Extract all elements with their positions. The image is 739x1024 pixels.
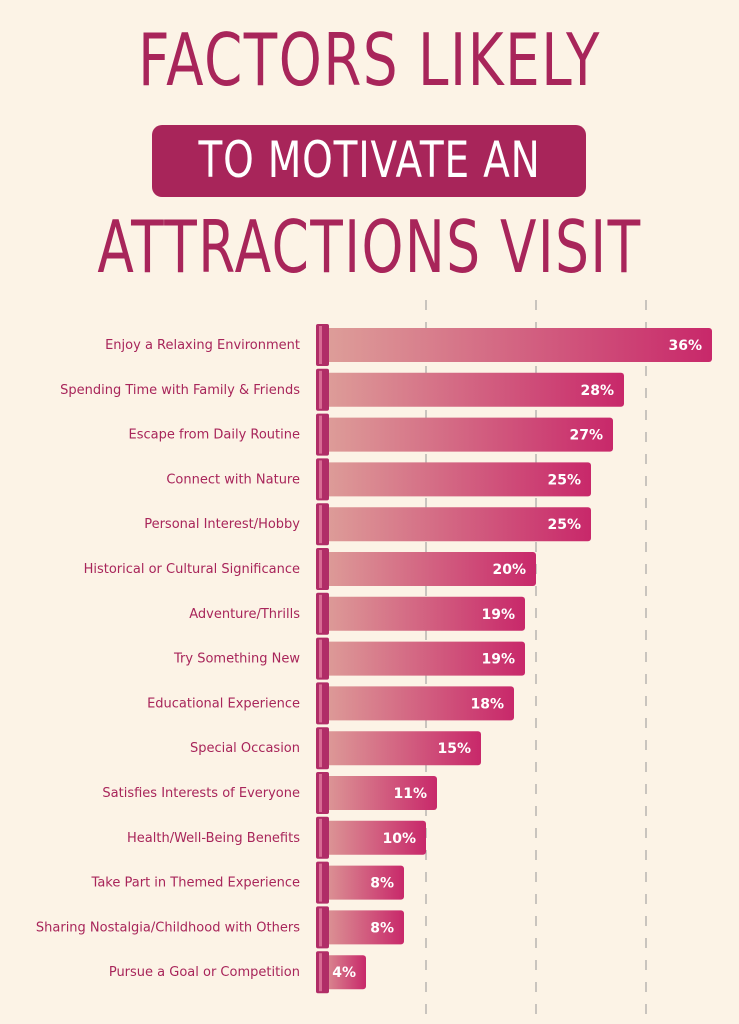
bar-cap (316, 861, 329, 904)
bar-cap (316, 816, 329, 859)
bar (316, 328, 712, 362)
bar-cap-highlight (319, 684, 322, 723)
bar-cap (316, 637, 329, 680)
bar (316, 776, 437, 810)
bar-cap-highlight (319, 326, 322, 364)
bar-cap-highlight (319, 370, 322, 409)
bar (316, 462, 591, 497)
data-label: 18% (470, 696, 504, 712)
category-label: Sharing Nostalgia/Childhood with Others (36, 920, 300, 935)
data-label: 25% (547, 472, 581, 488)
data-label: 8% (370, 876, 394, 892)
bar (316, 686, 514, 721)
bar-cap-highlight (319, 550, 322, 588)
category-label: Spending Time with Family & Friends (60, 383, 300, 398)
bar-cap (316, 592, 329, 635)
data-label: 28% (580, 383, 614, 399)
category-label: Escape from Daily Routine (129, 428, 300, 443)
bars: 36% 28% 27% 25% 25% 20% 19% 19% 18% 15% 11% 10% 8% 8%… (316, 324, 712, 994)
bar (316, 731, 481, 766)
data-label: 27% (569, 428, 603, 444)
category-label: Connect with Nature (166, 472, 300, 487)
bar (316, 596, 525, 631)
bar-cap (316, 503, 329, 546)
bar-cap-highlight (319, 953, 322, 992)
bar-cap (316, 682, 329, 725)
bar (316, 865, 404, 900)
bar-cap-highlight (319, 460, 322, 499)
bar-cap (316, 324, 329, 366)
bar (316, 820, 426, 855)
data-label: 15% (437, 741, 471, 757)
bar (316, 507, 591, 542)
category-label: Try Something New (173, 652, 300, 667)
data-label: 8% (370, 920, 394, 936)
bar-cap-highlight (319, 639, 322, 678)
bar (316, 910, 404, 945)
bar-cap (316, 458, 329, 501)
bar (316, 641, 525, 676)
bar-cap-highlight (319, 505, 322, 544)
bar-cap-highlight (319, 774, 322, 812)
chart-title-line-1: FACTORS LIKELY (138, 18, 601, 102)
data-label: 36% (668, 338, 702, 354)
bar-cap (316, 951, 329, 994)
data-label: 19% (481, 607, 515, 623)
data-label: 19% (481, 652, 515, 668)
data-label: 20% (492, 562, 526, 578)
category-label: Satisfies Interests of Everyone (102, 786, 300, 801)
chart-title-line-3: ATTRACTIONS VISIT (97, 205, 642, 289)
bar-cap (316, 368, 329, 411)
category-labels: Enjoy a Relaxing Environment Spending Tim… (36, 338, 300, 980)
bar (316, 372, 624, 407)
bar-cap (316, 906, 329, 949)
chart-title-line-2: TO MOTIVATE AN (198, 131, 541, 189)
bar-cap (316, 548, 329, 590)
category-label: Historical or Cultural Significance (84, 562, 300, 577)
category-label: Special Occasion (190, 741, 300, 756)
bar-cap (316, 413, 329, 456)
category-label: Educational Experience (147, 696, 300, 711)
category-label: Enjoy a Relaxing Environment (105, 338, 300, 353)
category-label: Health/Well-Being Benefits (127, 831, 300, 846)
bar-cap-highlight (319, 594, 322, 633)
bar (316, 417, 613, 452)
bar-cap (316, 772, 329, 814)
data-label: 10% (382, 831, 416, 847)
bar-cap-highlight (319, 729, 322, 768)
category-label: Adventure/Thrills (189, 607, 300, 622)
category-label: Personal Interest/Hobby (144, 517, 300, 532)
title-banner (152, 125, 586, 197)
data-label: 25% (547, 517, 581, 533)
data-label: 4% (332, 965, 356, 981)
bar (316, 552, 536, 586)
bar-cap-highlight (319, 818, 322, 857)
category-label: Pursue a Goal or Competition (109, 965, 300, 980)
category-label: Take Part in Themed Experience (91, 876, 300, 891)
data-label: 11% (393, 786, 427, 802)
bar-cap (316, 727, 329, 770)
bar-cap-highlight (319, 908, 322, 947)
bar-cap-highlight (319, 863, 322, 902)
bar-cap-highlight (319, 415, 322, 454)
